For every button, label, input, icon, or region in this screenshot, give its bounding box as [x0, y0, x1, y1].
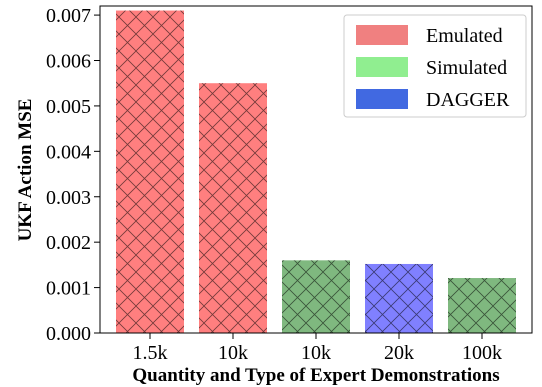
legend-swatch-dagger: [356, 89, 408, 109]
x-tick-label: 100k: [462, 342, 502, 364]
y-tick-label: 0.002: [46, 232, 91, 254]
x-tick-label: 1.5k: [133, 342, 168, 364]
y-tick-label: 0.003: [46, 187, 91, 209]
y-tick-label: 0.004: [46, 141, 91, 163]
legend-swatch-emulated: [356, 25, 408, 45]
legend-label-dagger: DAGGER: [426, 89, 510, 111]
bar-hatch: [199, 83, 267, 333]
y-tick-label: 0.006: [46, 51, 91, 73]
bar-hatch: [365, 263, 433, 333]
x-axis-ticks: 1.5k 10k 10k 20k 100k: [133, 333, 502, 364]
bar-hatch: [282, 260, 350, 333]
y-tick-label: 0.001: [46, 278, 91, 300]
y-tick-label: 0.000: [46, 323, 91, 345]
legend-swatch-simulated: [356, 57, 408, 77]
y-tick-label: 0.007: [46, 5, 91, 27]
x-tick-label: 20k: [384, 342, 414, 364]
legend-label-emulated: Emulated: [426, 25, 503, 47]
y-tick-label: 0.005: [46, 96, 91, 118]
bars-group: [116, 10, 516, 334]
legend-label-simulated: Simulated: [426, 57, 507, 79]
x-axis-label: Quantity and Type of Expert Demonstratio…: [132, 365, 499, 386]
bar-hatch: [448, 278, 516, 333]
x-tick-label: 10k: [301, 342, 331, 364]
x-tick-label: 10k: [218, 342, 248, 364]
bar-hatch: [116, 10, 184, 334]
y-axis-label: UKF Action MSE: [15, 99, 36, 242]
legend: Emulated Simulated DAGGER: [343, 14, 527, 118]
y-axis-ticks: 0.000 0.001 0.002 0.003 0.004 0.005 0.006 0.007: [46, 5, 100, 345]
